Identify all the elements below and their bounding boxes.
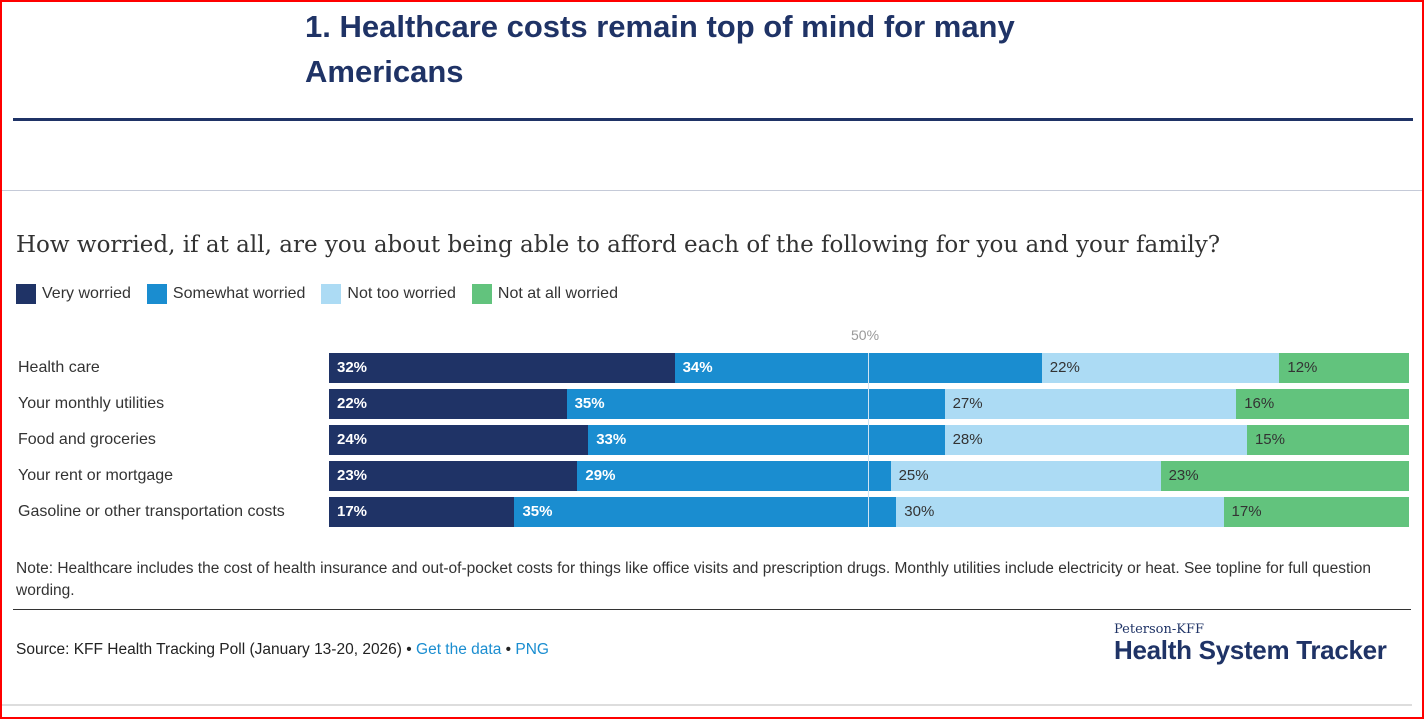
legend-swatch [146,284,167,304]
reference-line-50 [868,353,869,527]
get-the-data-link[interactable]: Get the data [416,641,502,658]
bar-segment-very-worried: 17% [329,497,515,527]
bar-row: Health care 32% 34% 22% 12% [0,353,1424,383]
source-separator: • [505,641,512,658]
bar-segment-very-worried: 32% [329,353,675,383]
bar-row: Gasoline or other transportation costs 17… [0,497,1424,527]
legend-item: Not too worried [321,284,456,304]
stacked-bar: 32% 34% 22% 12% [329,353,1409,383]
bar-segment-not-too-worried: 30% [896,497,1224,527]
stacked-bar: 23% 29% 25% 23% [329,461,1409,491]
legend-label: Very worried [42,285,131,302]
reference-line-label: 50% [851,327,880,343]
legend-item: Very worried [16,284,131,304]
bar-segment-very-worried: 24% [329,425,589,455]
category-label: Food and groceries [18,431,156,448]
bar-segment-not-at-all-worried: 16% [1236,389,1409,419]
bar-segment-not-at-all-worried: 23% [1160,461,1409,491]
logo-line1: Peterson-KFF [1114,622,1205,637]
bar-segment-somewhat-worried: 34% [674,353,1042,383]
bar-segment-not-too-worried: 27% [944,389,1237,419]
bar-segment-somewhat-worried: 29% [577,461,891,491]
legend-swatch [16,284,36,304]
category-label: Gasoline or other transportation costs [18,503,285,520]
page-title: 1. Healthcare costs remain top of mind f… [305,9,1015,89]
bar-segment-very-worried: 22% [329,389,567,419]
legend-swatch [471,284,492,304]
category-label: Your rent or mortgage [18,467,174,484]
source-line: Source: KFF Health Tracking Poll (Januar… [16,641,549,659]
bar-segment-somewhat-worried: 33% [588,425,945,455]
chart-note: Note: Healthcare includes the cost of he… [16,560,1371,599]
png-link[interactable]: PNG [515,641,549,658]
logo: Peterson-KFF Health System Tracker [1114,622,1387,666]
stacked-bar: 17% 35% 30% 17% [329,497,1409,527]
legend: Very worried Somewhat worried Not too worr… [16,284,618,304]
bar-segment-very-worried: 23% [329,461,578,491]
bar-segment-not-too-worried: 25% [890,461,1161,491]
footer-divider [13,609,1411,610]
bar-row: Your monthly utilities 22% 35% 27% 16% [0,389,1424,419]
bar-segment-not-too-worried: 22% [1041,353,1280,383]
title-divider [13,118,1413,121]
category-label: Your monthly utilities [18,395,165,412]
bar-row: Food and groceries 24% 33% 28% 15% [0,425,1424,455]
bar-segment-somewhat-worried: 35% [566,389,945,419]
legend-label: Somewhat worried [172,285,306,302]
stacked-bar: 24% 33% 28% 15% [329,425,1409,455]
source-text: Source: KFF Health Tracking Poll (Januar… [16,641,412,658]
legend-label: Not at all worried [497,285,618,302]
bar-segment-not-too-worried: 28% [944,425,1247,455]
bar-segment-not-at-all-worried: 17% [1223,497,1409,527]
bottom-divider [2,704,1412,706]
chart-title: How worried, if at all, are you about be… [16,232,1221,258]
bar-segment-not-at-all-worried: 15% [1246,425,1409,455]
category-label: Health care [18,359,100,376]
legend-item: Somewhat worried [146,284,306,304]
legend-swatch [321,284,342,304]
bar-segment-not-at-all-worried: 12% [1279,353,1409,383]
legend-label: Not too worried [347,285,456,302]
logo-line2: Health System Tracker [1114,635,1387,665]
legend-item: Not at all worried [471,284,618,304]
bar-segment-somewhat-worried: 35% [514,497,897,527]
section-divider [2,190,1422,191]
stacked-bar: 22% 35% 27% 16% [329,389,1409,419]
bar-row: Your rent or mortgage 23% 29% 25% 23% [0,461,1424,491]
